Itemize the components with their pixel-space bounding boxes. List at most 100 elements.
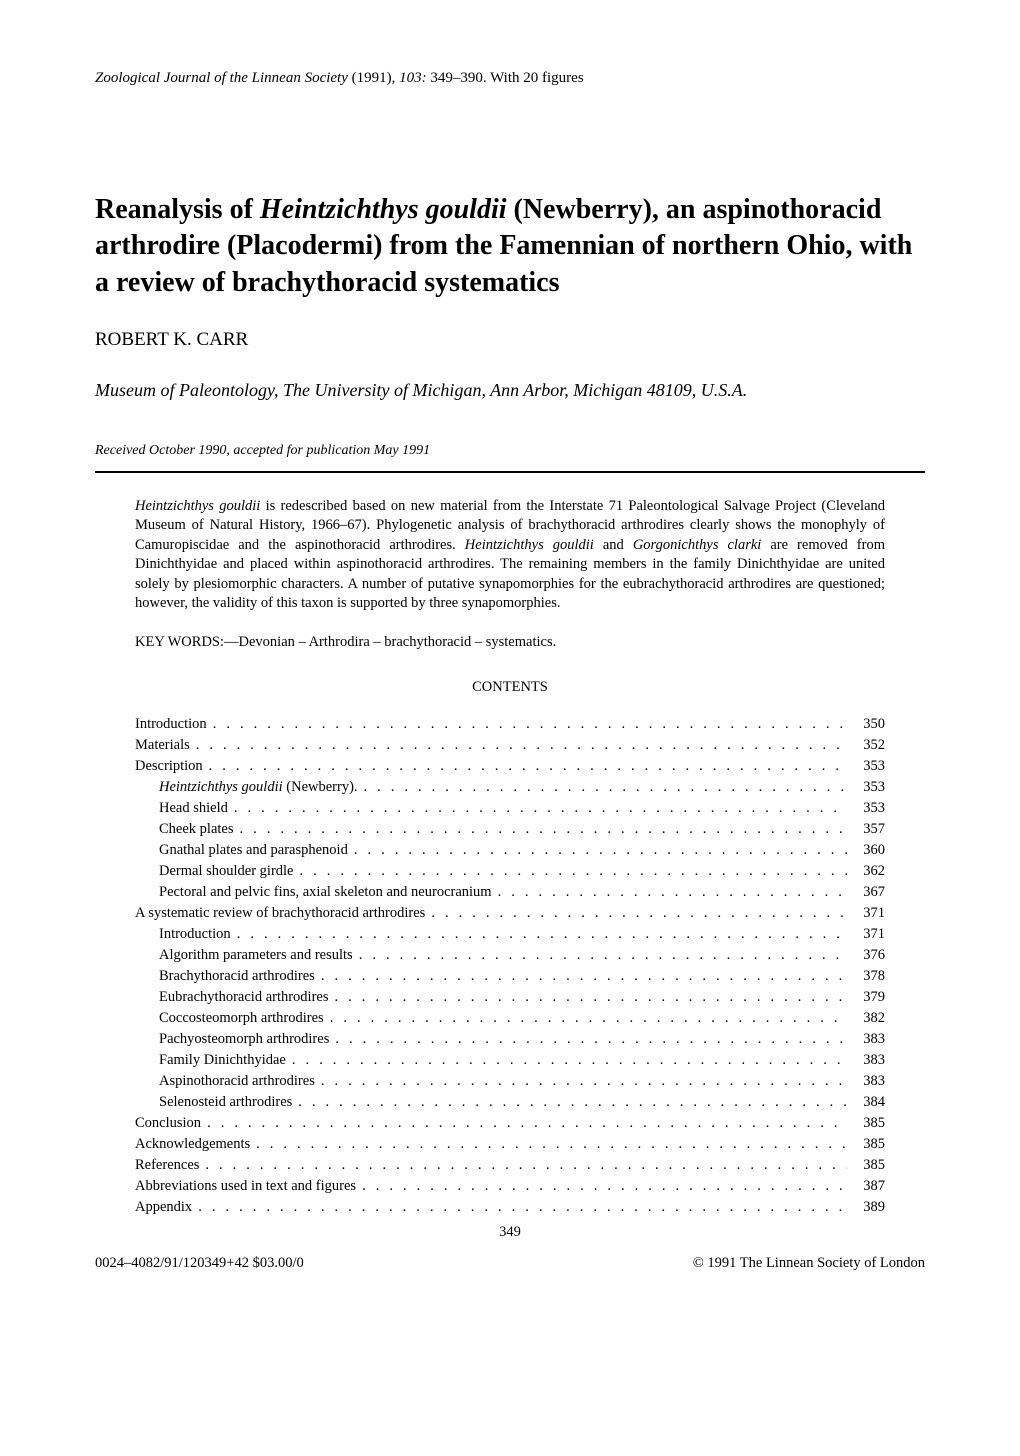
affiliation: Museum of Paleontology, The University o… — [95, 379, 925, 402]
toc-leader — [198, 1197, 847, 1218]
journal-header: Zoological Journal of the Linnean Societ… — [95, 70, 925, 87]
keywords: KEY WORDS:—Devonian – Arthrodira – brach… — [135, 634, 885, 651]
toc-label: Heintzichthys gouldii (Newberry). — [159, 777, 358, 798]
toc-page: 385 — [853, 1155, 885, 1176]
toc-label: References — [135, 1155, 199, 1176]
toc-page: 353 — [853, 777, 885, 798]
toc-page: 353 — [853, 756, 885, 777]
toc-page: 371 — [853, 924, 885, 945]
title-part1: Reanalysis of — [95, 194, 260, 225]
toc-row: Heintzichthys gouldii (Newberry). 353 — [135, 777, 885, 798]
toc-row: Introduction 350 — [135, 714, 885, 735]
toc-page: 353 — [853, 798, 885, 819]
abstract-text2: and — [594, 537, 633, 553]
toc-page: 350 — [853, 714, 885, 735]
toc-label: Gnathal plates and parasphenoid — [159, 840, 348, 861]
toc-label: Acknowledgements — [135, 1134, 250, 1155]
toc-row: Cheek plates357 — [135, 819, 885, 840]
abstract-italic1: Heintzichthys gouldii — [135, 498, 260, 514]
received-date: Received October 1990, accepted for publ… — [95, 443, 925, 459]
toc-label: Coccosteomorph arthrodires — [159, 1008, 324, 1029]
toc-label: Description — [135, 756, 203, 777]
toc-page: 383 — [853, 1071, 885, 1092]
toc-label: Abbreviations used in text and figures — [135, 1176, 356, 1197]
toc-label: Conclusion — [135, 1113, 201, 1134]
abstract-italic2: Heintzichthys gouldii — [465, 537, 594, 553]
article-title: Reanalysis of Heintzichthys gouldii (New… — [95, 192, 925, 301]
toc-label: Introduction — [159, 924, 231, 945]
title-italic1: Heintzichthys gouldii — [260, 194, 507, 225]
toc-page: 384 — [853, 1092, 885, 1113]
toc-label: Head shield — [159, 798, 228, 819]
toc-page: 389 — [853, 1197, 885, 1218]
horizontal-rule — [95, 471, 925, 473]
toc-label: Pectoral and pelvic fins, axial skeleton… — [159, 882, 492, 903]
contents-heading: CONTENTS — [95, 679, 925, 696]
page-number: 349 — [95, 1224, 925, 1241]
toc-row: Algorithm parameters and results 376 — [135, 945, 885, 966]
toc-row: A systematic review of brachythoracid ar… — [135, 903, 885, 924]
toc-row: Dermal shoulder girdle 362 — [135, 861, 885, 882]
toc-row: Pectoral and pelvic fins, axial skeleton… — [135, 882, 885, 903]
toc-page: 383 — [853, 1029, 885, 1050]
toc-label: Materials — [135, 735, 190, 756]
toc-label: Dermal shoulder girdle — [159, 861, 294, 882]
toc-row: Pachyosteomorph arthrodires383 — [135, 1029, 885, 1050]
author: ROBERT K. CARR — [95, 329, 925, 351]
toc-leader — [300, 861, 848, 882]
abstract: Heintzichthys gouldii is redescribed bas… — [135, 497, 885, 614]
toc-label: Eubrachythoracid arthrodires — [159, 987, 329, 1008]
toc-page: 376 — [853, 945, 885, 966]
toc-leader — [207, 1113, 847, 1134]
toc-row: Acknowledgements385 — [135, 1134, 885, 1155]
toc-page: 360 — [853, 840, 885, 861]
toc-leader — [237, 924, 847, 945]
toc-page: 379 — [853, 987, 885, 1008]
toc-leader — [498, 882, 847, 903]
abstract-italic3: Gorgonichthys clarki — [633, 537, 762, 553]
journal-name: Zoological Journal of the Linnean Societ… — [95, 70, 348, 86]
toc-page: 357 — [853, 819, 885, 840]
toc-page: 382 — [853, 1008, 885, 1029]
toc-label: Introduction — [135, 714, 207, 735]
toc-row: Description 353 — [135, 756, 885, 777]
toc-row: Abbreviations used in text and figures 38… — [135, 1176, 885, 1197]
toc-row: Coccosteomorph arthrodires 382 — [135, 1008, 885, 1029]
toc-label: Aspinothoracid arthrodires — [159, 1071, 315, 1092]
toc-leader — [335, 987, 848, 1008]
footer: 0024–4082/91/120349+42 $03.00/0 © 1991 T… — [95, 1255, 925, 1272]
toc-leader — [205, 1155, 847, 1176]
toc-label: A systematic review of brachythoracid ar… — [135, 903, 425, 924]
toc-leader — [298, 1092, 847, 1113]
toc-leader — [330, 1008, 847, 1029]
toc-leader — [359, 945, 847, 966]
toc-label: Brachythoracid arthrodires — [159, 966, 315, 987]
toc-label: Selenosteid arthrodires — [159, 1092, 292, 1113]
toc-leader — [209, 756, 847, 777]
toc-leader — [292, 1050, 847, 1071]
toc-page: 378 — [853, 966, 885, 987]
toc-label: Algorithm parameters and results — [159, 945, 353, 966]
toc-page: 383 — [853, 1050, 885, 1071]
toc-leader — [364, 777, 847, 798]
toc-page: 387 — [853, 1176, 885, 1197]
toc-page: 362 — [853, 861, 885, 882]
toc-leader — [321, 1071, 847, 1092]
toc-row: Selenosteid arthrodires 384 — [135, 1092, 885, 1113]
toc-row: Brachythoracid arthrodires 378 — [135, 966, 885, 987]
toc-label: Family Dinichthyidae — [159, 1050, 286, 1071]
toc-row: Conclusion385 — [135, 1113, 885, 1134]
toc-leader — [234, 798, 847, 819]
journal-vol: 103: — [399, 70, 427, 86]
toc-leader — [240, 819, 848, 840]
toc-row: Gnathal plates and parasphenoid 360 — [135, 840, 885, 861]
toc-page: 352 — [853, 735, 885, 756]
toc-leader — [431, 903, 847, 924]
toc-row: Appendix389 — [135, 1197, 885, 1218]
toc-row: Materials 352 — [135, 735, 885, 756]
journal-pages: 349–390. With 20 figures — [427, 70, 584, 86]
toc-leader — [256, 1134, 847, 1155]
footer-right: © 1991 The Linnean Society of London — [693, 1255, 925, 1272]
toc-row: Eubrachythoracid arthrodires 379 — [135, 987, 885, 1008]
footer-left: 0024–4082/91/120349+42 $03.00/0 — [95, 1255, 304, 1272]
